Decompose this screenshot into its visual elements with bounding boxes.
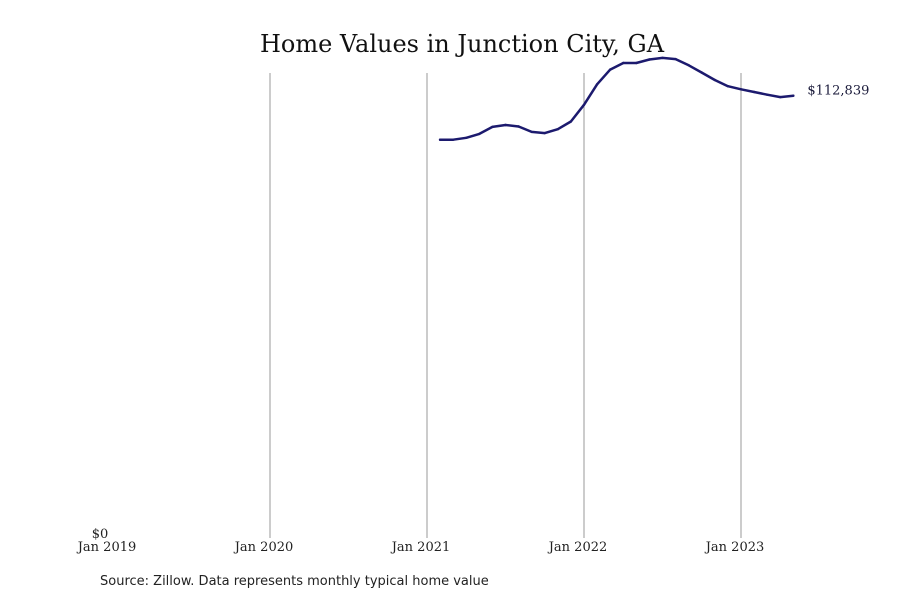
data-point [792,94,795,97]
data-point [530,130,533,134]
last-value-label: $112,839 [807,84,869,99]
data-point [478,132,481,136]
data-point [752,90,756,94]
x-tick-label: Jan 2022 [547,540,608,555]
data-point [739,88,743,91]
data-point [595,83,599,86]
data-point [504,123,507,127]
y-tick-label: $0 [92,527,109,542]
data-point [543,131,546,135]
data-point [700,71,703,74]
data-point [661,56,664,60]
chart-title: Home Values in Junction City, GA [260,30,665,58]
x-axis: Jan 2019 Jan 2020 Jan 2021 Jan 2022 Jan 2023… [76,527,765,555]
source-note: Source: Zillow. Data represents monthly … [100,574,489,589]
data-point [452,138,455,141]
data-point [713,78,716,82]
data-point [556,128,559,131]
data-point [726,85,730,88]
data-point [491,125,494,129]
x-tick-label: Jan 2019 [76,540,137,555]
series-line [438,56,795,141]
data-point [766,93,769,96]
x-tick-label: Jan 2023 [704,540,765,555]
data-point [648,58,651,61]
series-layer: $112,839 [438,56,869,141]
data-point [582,103,586,107]
data-point [779,95,782,99]
data-point [622,61,625,65]
data-point [687,64,690,67]
data-point [635,61,638,65]
x-tick-label: Jan 2020 [233,540,294,555]
data-point [674,57,677,61]
data-point [569,120,573,123]
data-point [465,136,468,139]
data-point [438,138,442,141]
data-point [609,68,612,71]
x-tick-label: Jan 2021 [390,540,451,555]
data-point [517,125,520,128]
grid [269,73,742,538]
